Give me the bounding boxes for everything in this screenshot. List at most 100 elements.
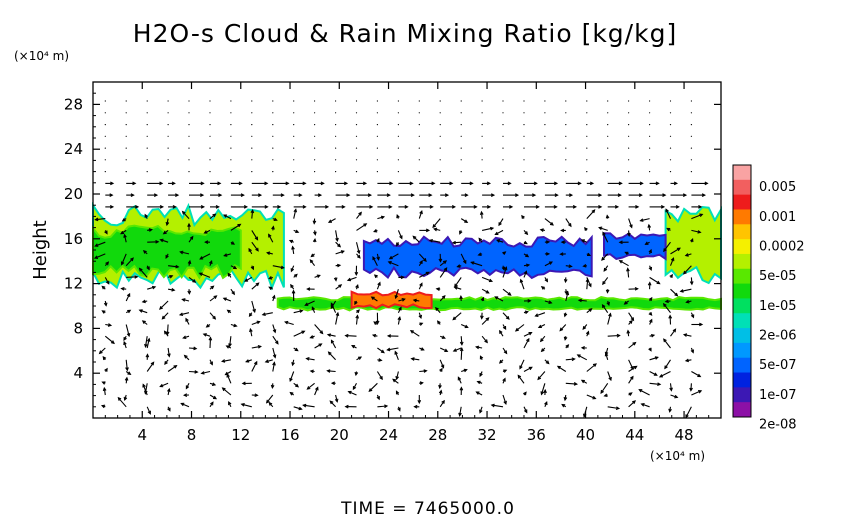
wind-arrow <box>312 218 317 225</box>
wind-arrow <box>665 208 671 219</box>
wind-arrow <box>202 333 211 337</box>
wind-arrow <box>690 347 695 354</box>
wind-dot <box>314 100 316 102</box>
wind-arrow <box>481 335 488 344</box>
wind-dot <box>272 124 274 126</box>
wind-arrow <box>663 241 671 253</box>
wind-dot <box>502 159 504 161</box>
wind-arrow <box>187 289 192 295</box>
x-tick-label: 20 <box>330 426 349 444</box>
colorbar-swatch <box>733 342 751 359</box>
wind-arrow <box>586 394 597 400</box>
wind-arrow <box>335 263 342 268</box>
wind-arrow <box>210 193 223 197</box>
wind-arrow <box>289 391 295 396</box>
wind-arrow <box>523 406 528 414</box>
wind-arrow <box>251 282 260 290</box>
wind-arrow <box>313 230 317 236</box>
wind-arrow <box>670 288 679 297</box>
wind-arrow <box>628 341 637 349</box>
wind-arrow <box>168 193 180 197</box>
wind-arrow <box>459 336 464 346</box>
wind-dot <box>649 171 651 173</box>
wind-arrow <box>354 371 359 377</box>
wind-arrow <box>627 230 631 238</box>
colorbar-swatch <box>733 194 751 210</box>
wind-arrow <box>519 359 525 370</box>
wind-arrow <box>103 300 108 307</box>
wind-arrow <box>376 394 380 401</box>
wind-dot <box>502 147 504 149</box>
wind-dot <box>376 100 378 102</box>
wind-dot <box>146 100 148 102</box>
wind-arrow <box>503 181 512 186</box>
wind-arrow <box>439 335 446 339</box>
wind-arrow <box>141 299 148 304</box>
colorbar-label: 5e-05 <box>759 269 797 284</box>
wind-arrow <box>314 205 330 209</box>
wind-arrow <box>335 311 340 325</box>
wind-dot <box>104 100 106 102</box>
wind-arrow <box>586 193 603 197</box>
wind-arrow <box>398 297 406 302</box>
cloud-region-low-layer-peak <box>350 290 433 310</box>
wind-arrow <box>669 383 673 392</box>
wind-arrow <box>344 404 357 409</box>
wind-arrow <box>355 314 360 325</box>
wind-dot <box>314 159 316 161</box>
wind-arrow <box>395 390 400 396</box>
wind-arrow <box>524 181 538 186</box>
wind-arrow <box>501 265 506 271</box>
wind-arrow <box>204 240 211 244</box>
wind-arrow <box>419 347 425 351</box>
wind-arrow <box>261 312 273 317</box>
wind-dot <box>690 100 693 102</box>
wind-dot <box>167 135 169 137</box>
wind-arrow <box>377 358 383 362</box>
wind-dot <box>607 112 609 114</box>
wind-arrow <box>457 376 462 384</box>
wind-arrow <box>397 406 401 412</box>
wind-arrow <box>142 249 148 255</box>
wind-arrow <box>397 230 403 240</box>
wind-arrow <box>556 365 567 372</box>
wind-dot <box>397 124 399 126</box>
wind-dot <box>565 135 567 137</box>
wind-arrow <box>265 394 274 404</box>
wind-arrow <box>640 403 650 408</box>
wind-arrow <box>142 383 148 396</box>
wind-arrow <box>198 272 211 278</box>
wind-arrow <box>230 241 236 245</box>
wind-dot <box>649 112 651 114</box>
wind-dot <box>607 147 609 149</box>
wind-arrow <box>559 252 566 256</box>
wind-arrow <box>479 406 483 414</box>
wind-arrow <box>334 394 339 403</box>
wind-dot <box>544 171 546 173</box>
wind-arrow <box>209 401 214 408</box>
wind-dot <box>188 135 190 137</box>
wind-dot <box>293 100 295 102</box>
wind-arrow <box>335 205 346 209</box>
wind-arrow <box>185 383 190 390</box>
wind-dot <box>502 112 504 114</box>
y-tick-label: 20 <box>64 185 83 203</box>
wind-dot <box>690 124 693 126</box>
wind-arrow <box>120 229 127 235</box>
wind-dot <box>544 135 546 137</box>
wind-dot <box>460 171 462 173</box>
wind-arrow <box>251 360 258 372</box>
wind-arrow <box>498 359 504 364</box>
wind-dot <box>293 171 295 173</box>
wind-dot <box>544 100 546 102</box>
wind-dot <box>209 159 211 161</box>
wind-arrow <box>167 365 178 372</box>
wind-arrow <box>679 288 692 293</box>
wind-arrow <box>221 359 231 363</box>
wind-arrow <box>165 253 169 259</box>
wind-dot <box>335 100 337 102</box>
cloud-region-upper-cloud-right <box>664 205 722 285</box>
wind-arrow <box>230 323 238 328</box>
wind-dot <box>628 100 630 102</box>
wind-arrow <box>167 387 171 396</box>
